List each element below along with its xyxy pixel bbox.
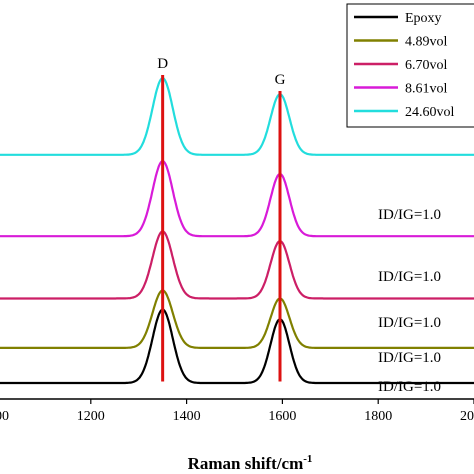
x-tick-label-4: 1800 (364, 409, 392, 424)
peak-labels: DG (157, 56, 285, 88)
legend-label-2: 6.70vol (405, 58, 448, 73)
legend-label-0: Epoxy (405, 11, 442, 26)
spectra-curves (0, 77, 474, 385)
legend-label-4: 24.60vol (405, 105, 455, 120)
legend-label-1: 4.89vol (405, 35, 448, 50)
peak-label-D: D (157, 56, 168, 72)
ratio-annotations: ID/IG=1.0 ID/IG=1.0 ID/IG=1.0 ID/IG=1.0 ID/I… (378, 207, 441, 395)
ratio-label-0: ID/IG=1.0 (378, 379, 441, 395)
ratio-label-2: ID/IG=1.0 (378, 315, 441, 331)
series-line-2 (0, 230, 474, 300)
x-tick-label-2: 1400 (173, 409, 201, 424)
legend-label-3: 8.61vol (405, 82, 448, 97)
x-tick-label-0: 1000 (0, 409, 9, 424)
series-line-4 (0, 77, 474, 156)
x-tick-label-3: 1600 (268, 409, 296, 424)
peak-markers (161, 75, 282, 382)
series-line-1 (0, 289, 474, 349)
ratio-label-1: ID/IG=1.0 (378, 350, 441, 366)
series-line-3 (0, 160, 474, 238)
x-tick-label-5: 2000 (460, 409, 474, 424)
ratio-label-4: ID/IG=1.0 (378, 207, 441, 223)
x-axis-title: Raman shift/cm-1 (188, 453, 313, 473)
series-line-0 (0, 308, 474, 385)
x-tick-label-1: 1200 (77, 409, 105, 424)
legend: Epoxy 4.89vol 6.70vol 8.61vol 24.60vol (346, 3, 474, 128)
ratio-label-3: ID/IG=1.0 (378, 269, 441, 285)
axes: 1000 1200 1400 1600 1800 2000 Raman shift/cm-1 (0, 398, 474, 473)
legend-box (346, 3, 474, 128)
peak-label-G: G (275, 72, 286, 88)
